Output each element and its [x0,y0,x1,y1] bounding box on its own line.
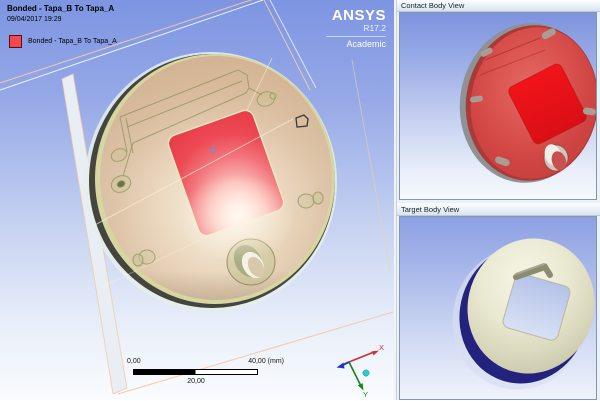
target-body-view-header: Target Body View [397,203,600,216]
legend: Bonded - Tapa_B To Tapa_A [9,35,117,48]
axis-y-label: Y [363,390,368,399]
legend-label: Bonded - Tapa_B To Tapa_A [28,38,117,45]
bonded-contact-face[interactable] [92,57,295,289]
body-views-pane: Contact Body View [397,0,600,400]
wireframe-box [0,0,394,395]
ansys-brand-text: ANSYS [331,7,386,24]
ansys-edition-text: Academic [346,39,386,49]
main-scale-max: 40,00 (mm) [248,358,284,365]
target-body-viewport[interactable] [399,216,597,400]
target-hole-tab [513,263,553,280]
crosshair-cursor [208,145,218,155]
main-scale-bar [133,369,258,375]
axis-x-label: X [379,343,384,352]
ansys-logo: ANSYS R17.2 Academic [326,8,386,49]
result-timestamp: 09/04/2017 19:29 [7,16,62,23]
contact-body-viewport[interactable] [399,12,597,200]
contact-body[interactable] [450,14,596,191]
contact-body-scene[interactable] [400,13,596,199]
main-scale-min: 0,00 [127,358,141,365]
target-body-scene[interactable] [400,217,596,399]
legend-color-swatch[interactable] [9,35,22,48]
main-scale-mid: 20,00 [187,378,205,385]
logo-divider [326,36,386,37]
ansys-release-text: R17.2 [363,23,386,33]
contact-body-view-header: Contact Body View [397,0,600,12]
target-body[interactable] [434,222,596,399]
result-title: Bonded - Tapa_B To Tapa_A [7,4,115,13]
contact-body-pegs [470,28,596,167]
contact-body-hole [543,144,569,172]
pane-splitter[interactable] [394,0,397,400]
edge-annotation-box [295,114,309,128]
triad-icon[interactable]: X Y [336,343,385,399]
main-geometry-scene[interactable]: X Y [0,0,394,400]
main-3d-viewport[interactable]: X Y Bonded - Tapa_B To Tapa_A 09/04/2017… [0,0,394,400]
